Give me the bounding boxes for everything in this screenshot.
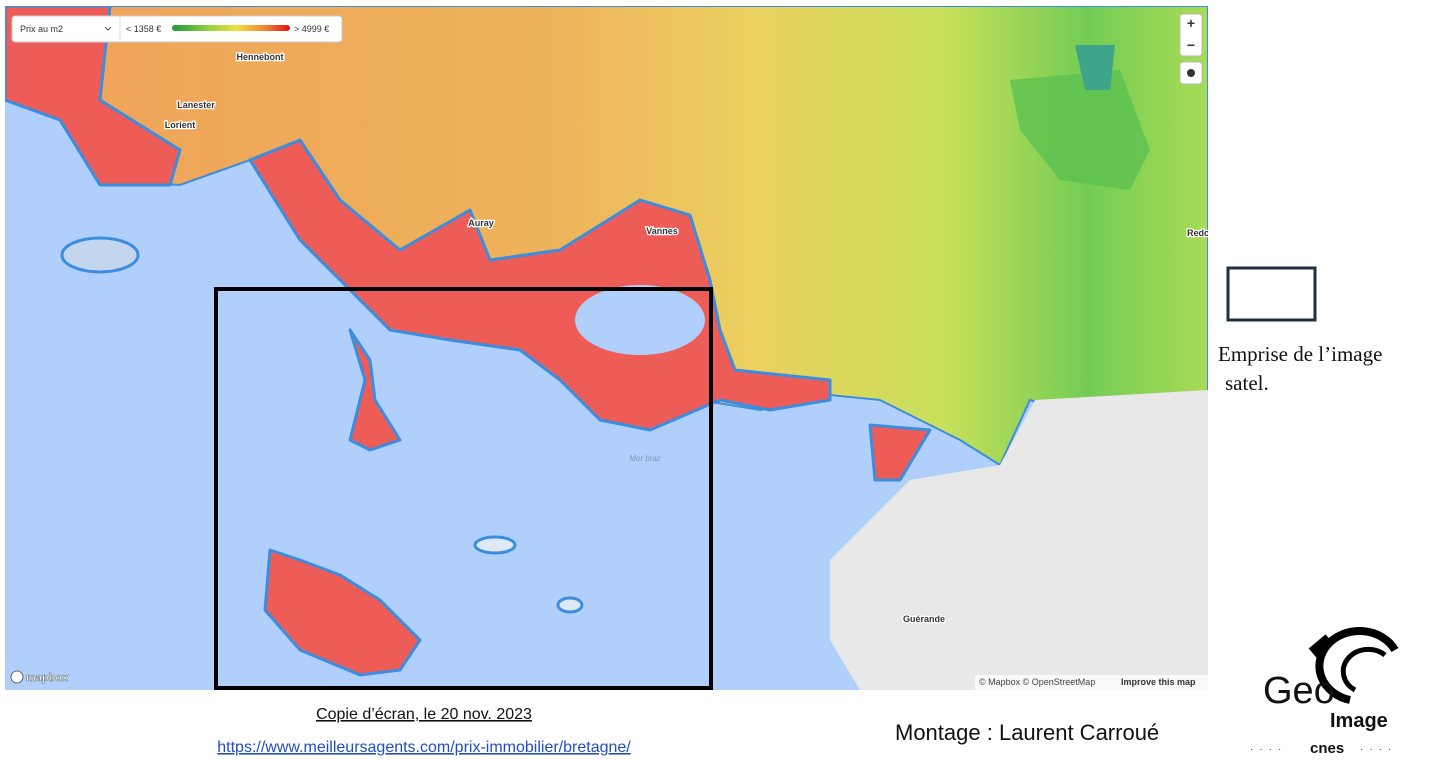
gulf-morbihan [575, 285, 705, 355]
globe-icon [1187, 69, 1195, 77]
mapbox-icon [10, 670, 24, 684]
price-select[interactable]: Prix au m2 [20, 24, 63, 34]
caption-date: Copie d’écran, le 20 nov. 2023 [316, 706, 532, 723]
zoom-out[interactable]: − [1187, 37, 1195, 53]
mapbox-logo: mapbox [26, 672, 69, 684]
geoimage-logo: Geo Image cnes ···· ···· [1250, 627, 1399, 757]
place-label: Redo [1187, 228, 1210, 238]
chevron [104, 26, 112, 31]
red-zone-coast [248, 138, 832, 432]
quiberon [348, 328, 402, 452]
place-label: Lanester [177, 100, 215, 110]
zoom-control [1179, 13, 1203, 57]
belle-ile [263, 548, 422, 677]
logo-dots: ···· [1360, 744, 1397, 755]
loire-atlantique [830, 390, 1208, 690]
legend-box [1226, 266, 1317, 322]
place-label: Lorient [165, 120, 196, 130]
houat [473, 535, 517, 555]
zoom-in[interactable]: + [1187, 15, 1195, 31]
attribution: © Mapbox © OpenStreetMap [979, 677, 1095, 687]
side-legend: satel. [1225, 371, 1269, 395]
red-zone-croisic [868, 423, 932, 482]
logo-image: Image [1330, 710, 1388, 732]
logo-geo: Geo [1263, 670, 1335, 712]
side-legend: Emprise de l’image [1218, 342, 1382, 366]
groix [60, 236, 140, 274]
improve-link[interactable]: Improve this map [1121, 677, 1196, 687]
logo-cnes: cnes [1310, 740, 1344, 757]
logo-swirl [1340, 646, 1387, 693]
map[interactable]: Hennebont Lanester Lorient Auray Vannes … [5, 6, 1210, 690]
color-scale [172, 25, 290, 31]
legend-min: < 1358 € [126, 24, 161, 34]
credit: Montage : Laurent Carroué [895, 720, 1159, 745]
image-footprint [214, 287, 713, 690]
attribution-bg [975, 675, 1208, 690]
sea-label: Mor braz [629, 454, 661, 463]
place-label: Guérande [903, 614, 945, 624]
legend-max: > 4999 € [294, 24, 329, 34]
green-zone [1010, 70, 1150, 190]
logo-dots: ···· [1250, 744, 1287, 755]
logo-satellite [1308, 634, 1334, 658]
place-label: Auray [468, 218, 494, 228]
place-label: Vannes [646, 226, 678, 236]
hoedic [556, 596, 584, 614]
caption-url[interactable]: https://www.meilleursagents.com/prix-imm… [217, 739, 631, 756]
place-label: Hennebont [237, 52, 284, 62]
teal-zone [1075, 45, 1115, 90]
